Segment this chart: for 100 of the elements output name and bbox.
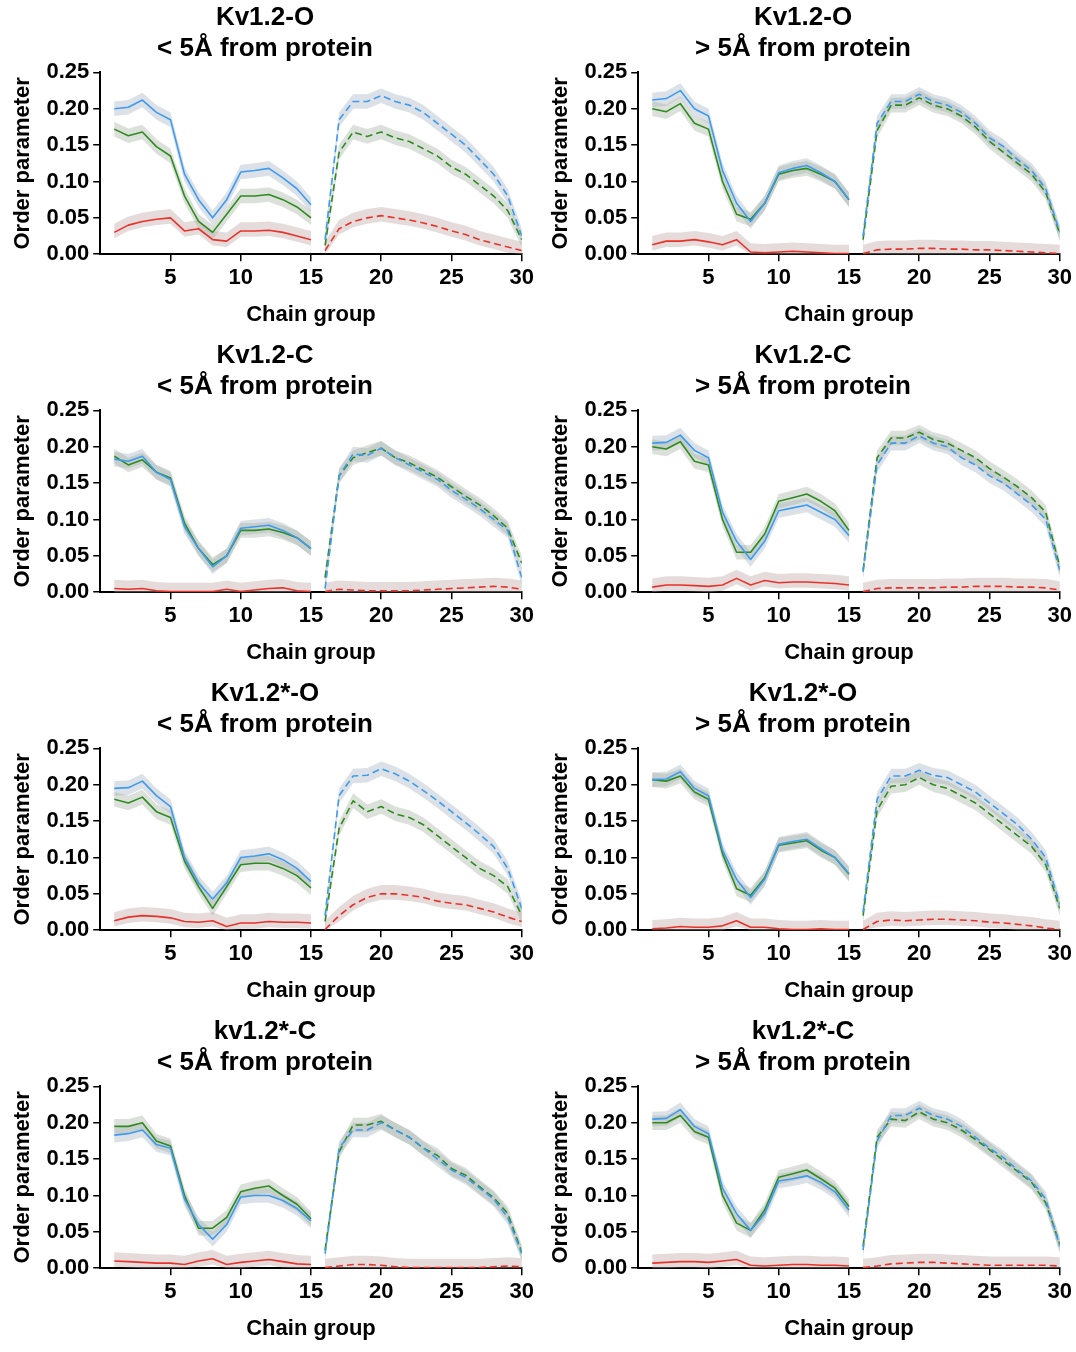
y-tick-label: 0.00 [584,1254,628,1280]
chart-subtitle: > 5Å from protein [695,1045,911,1076]
y-tick-label: 0.15 [46,469,90,495]
y-tick-label: 0.20 [584,94,628,120]
y-tick-label: 0.00 [584,916,628,942]
line-series [324,893,522,931]
y-axis-title: Order parameter [9,414,35,588]
x-tick-label: 10 [766,940,791,966]
x-tick-label: 5 [702,1278,715,1304]
chart-subtitle: > 5Å from protein [695,707,911,738]
x-tick-label: 30 [509,1278,535,1304]
x-tick-label: 20 [907,940,932,966]
y-tick-label: 0.00 [584,578,628,604]
x-tick-label: 5 [164,940,177,966]
y-tick-label: 0.15 [584,1145,628,1171]
y-tick-label: 0.20 [46,770,90,796]
y-tick-label: 0.10 [46,167,90,193]
x-tick-label: 10 [228,940,253,966]
x-axis-title: Chain group [246,300,376,326]
x-axis-title: Chain group [784,638,914,664]
x-tick-label: 30 [509,264,535,290]
y-tick-label: 0.10 [46,843,90,869]
y-axis-title: Order parameter [9,752,35,926]
y-tick-label: 0.05 [584,1217,628,1243]
x-tick-label: 15 [298,264,324,290]
x-tick-label: 15 [298,1278,324,1304]
chart-subtitle: < 5Å from protein [157,1045,373,1076]
chart-subtitle: < 5Å from protein [157,31,373,62]
y-tick-label: 0.25 [46,396,90,422]
x-tick-label: 10 [228,602,253,628]
x-tick-label: 25 [977,264,1002,290]
y-tick-label: 0.00 [46,916,90,942]
y-tick-label: 0.25 [584,1072,628,1098]
x-tick-label: 20 [369,264,394,290]
y-tick-label: 0.00 [46,1254,90,1280]
x-tick-label: 30 [1047,602,1073,628]
x-tick-label: 30 [1047,1278,1073,1304]
x-tick-label: 20 [369,940,394,966]
y-tick-label: 0.15 [46,807,90,833]
y-tick-label: 0.25 [46,1072,90,1098]
y-tick-label: 0.10 [46,1181,90,1207]
x-tick-label: 10 [228,264,253,290]
y-tick-label: 0.05 [584,541,628,567]
y-axis-title: Order parameter [547,1090,573,1264]
x-tick-label: 25 [977,1278,1002,1304]
x-tick-label: 30 [509,940,535,966]
line-series [862,918,1060,931]
y-tick-label: 0.20 [46,432,90,458]
chart-title: kv1.2*-C [751,1014,855,1045]
x-tick-label: 10 [228,1278,253,1304]
y-tick-label: 0.15 [46,131,90,157]
x-tick-label: 15 [836,602,862,628]
chart-title: Kv1.2*-O [748,676,858,707]
x-tick-label: 25 [439,264,464,290]
x-tick-label: 20 [907,602,932,628]
x-tick-label: 25 [439,940,464,966]
y-tick-label: 0.05 [46,1217,90,1243]
chart-title: Kv1.2-C [754,338,852,369]
x-axis-title: Chain group [784,1314,914,1340]
x-tick-label: 5 [702,940,715,966]
y-tick-label: 0.20 [46,1108,90,1134]
y-tick-label: 0.10 [584,167,628,193]
y-tick-label: 0.25 [584,734,628,760]
x-tick-label: 15 [836,1278,862,1304]
y-tick-label: 0.15 [584,131,628,157]
x-axis-title: Chain group [784,300,914,326]
x-tick-label: 10 [766,602,791,628]
y-tick-label: 0.05 [46,203,90,229]
x-tick-label: 30 [509,602,535,628]
y-tick-label: 0.20 [46,94,90,120]
y-tick-label: 0.15 [584,807,628,833]
y-tick-label: 0.10 [46,505,90,531]
y-tick-label: 0.20 [584,432,628,458]
x-tick-label: 10 [766,264,791,290]
y-axis-title: Order parameter [547,752,573,926]
x-tick-label: 15 [836,940,862,966]
x-tick-label: 5 [702,264,715,290]
x-tick-label: 25 [439,602,464,628]
y-tick-label: 0.05 [46,879,90,905]
y-tick-label: 0.25 [584,396,628,422]
x-tick-label: 10 [766,1278,791,1304]
y-tick-label: 0.05 [584,203,628,229]
y-tick-label: 0.10 [584,505,628,531]
x-tick-label: 25 [439,1278,464,1304]
x-tick-label: 20 [369,602,394,628]
chart-subtitle: < 5Å from protein [157,369,373,400]
x-tick-label: 5 [164,264,177,290]
chart-title: Kv1.2-C [216,338,314,369]
x-tick-label: 5 [164,1278,177,1304]
chart-subtitle: > 5Å from protein [695,369,911,400]
chart-subtitle: > 5Å from protein [695,31,911,62]
x-tick-label: 15 [836,264,862,290]
x-tick-label: 30 [1047,264,1073,290]
y-tick-label: 0.15 [584,469,628,495]
x-tick-label: 30 [1047,940,1073,966]
y-tick-label: 0.25 [584,58,628,84]
y-axis-title: Order parameter [9,76,35,250]
y-tick-label: 0.00 [584,240,628,266]
y-axis-title: Order parameter [9,1090,35,1264]
y-axis-title: Order parameter [547,76,573,250]
